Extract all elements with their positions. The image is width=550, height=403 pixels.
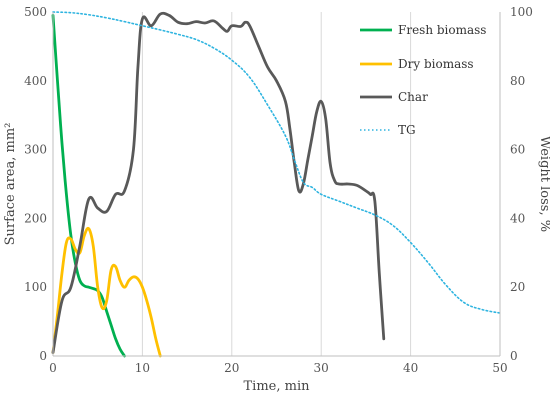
x-axis-title: Time, min	[244, 379, 311, 394]
series-line-dry-biomass	[51, 226, 162, 358]
series-line-fresh-biomass	[51, 14, 126, 358]
x-tick-label: 30	[314, 361, 329, 375]
series-layer	[51, 11, 501, 358]
y-left-tick-label: 100	[24, 280, 47, 294]
y-right-tick-label: 20	[510, 280, 525, 294]
y-left-tick-label: 400	[24, 74, 47, 88]
series-line-char	[51, 11, 386, 354]
y-left-tick-label: 0	[39, 349, 47, 363]
x-tick-label: 20	[224, 361, 239, 375]
axes	[52, 12, 501, 357]
series-line-tg	[52, 11, 501, 314]
x-tick-label: 40	[403, 361, 418, 375]
legend-label-char: Char	[398, 90, 428, 104]
legend-label-fresh-biomass: Fresh biomass	[398, 23, 486, 37]
y-right-tick-label: 100	[510, 5, 533, 19]
y-right-tick-label: 80	[510, 74, 525, 88]
y-right-axis-title: Weight loss, %	[537, 136, 550, 232]
x-tick-label: 50	[492, 361, 507, 375]
y-right-tick-label: 0	[510, 349, 518, 363]
legend-label-tg: TG	[398, 123, 416, 137]
y-left-tick-label: 500	[24, 5, 47, 19]
y-right-tick-label: 60	[510, 143, 525, 157]
y-right-tick-label: 40	[510, 211, 525, 225]
legend: Fresh biomass Dry biomass Char TG	[360, 23, 486, 137]
y-left-axis-title: Surface area, mm²	[3, 123, 18, 246]
y-left-tick-label: 200	[24, 211, 47, 225]
y-left-tick-label: 300	[24, 143, 47, 157]
x-tick-label: 0	[49, 361, 57, 375]
x-tick-label: 10	[135, 361, 150, 375]
legend-label-dry-biomass: Dry biomass	[398, 57, 474, 71]
